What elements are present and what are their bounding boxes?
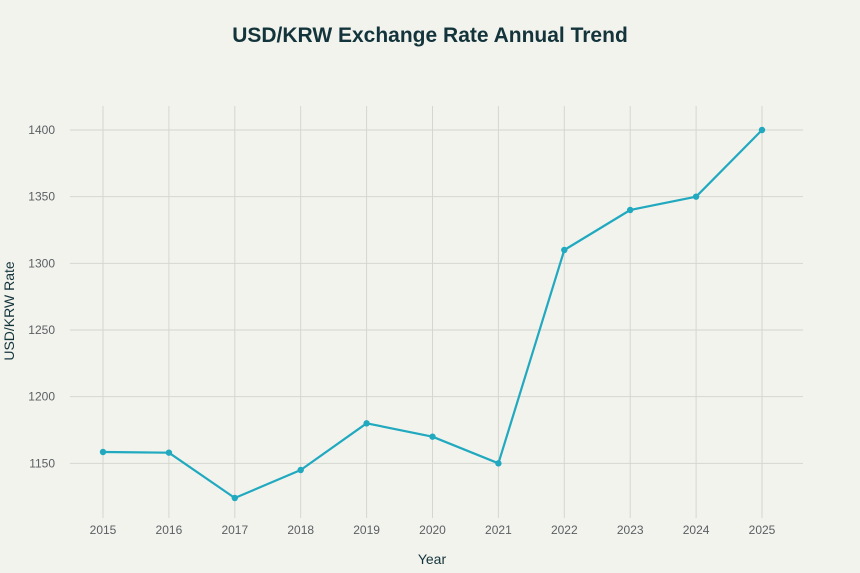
x-gridlines	[102, 106, 763, 518]
x-tick-label: 2025	[749, 523, 776, 537]
y-axis-label: USD/KRW Rate	[1, 261, 17, 361]
data-point	[363, 420, 370, 427]
data-point	[561, 246, 568, 254]
x-tick-label: 2021	[485, 523, 512, 537]
data-point	[165, 449, 173, 456]
data-point	[429, 433, 436, 440]
y-tick-label: 1400	[28, 123, 55, 137]
y-tick-label: 1150	[29, 456, 55, 470]
y-tick-label: 1300	[28, 256, 55, 270]
data-point	[758, 126, 766, 134]
data-point	[231, 494, 238, 502]
x-tick-labels: 2015 2016 2017 2018 2019 2020 2021 2022 2023 2024…	[90, 523, 776, 537]
y-tick-labels: 1150 1200 1250 1300 1350 1400	[28, 123, 55, 470]
x-tick-label: 2015	[90, 523, 117, 537]
x-tick-label: 2016	[156, 523, 183, 537]
x-tick-label: 2018	[287, 523, 314, 537]
data-point	[627, 206, 634, 214]
data-point	[297, 466, 304, 474]
x-tick-label: 2019	[353, 523, 380, 537]
y-gridlines	[70, 129, 803, 464]
x-tick-label: 2024	[683, 523, 710, 537]
y-tick-label: 1350	[28, 190, 55, 204]
data-point	[99, 448, 107, 456]
data-point	[692, 193, 700, 200]
data-point	[495, 460, 502, 467]
data-points	[99, 126, 766, 502]
x-tick-label: 2023	[617, 523, 644, 537]
x-tick-label: 2022	[551, 523, 578, 537]
y-tick-label: 1250	[28, 323, 55, 337]
x-tick-label: 2017	[221, 523, 248, 537]
x-axis-label: Year	[418, 551, 447, 567]
y-tick-label: 1200	[28, 390, 55, 404]
chart-title: USD/KRW Exchange Rate Annual Trend	[232, 24, 628, 47]
x-tick-label: 2020	[419, 523, 446, 537]
